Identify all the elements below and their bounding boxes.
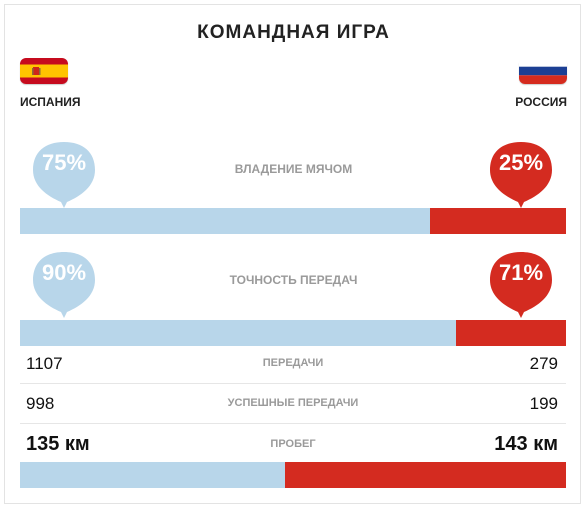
- possession-label: ВЛАДЕНИЕ МЯЧОМ: [234, 162, 353, 176]
- team-stats-card: [4, 4, 581, 504]
- page-title: КОМАНДНАЯ ИГРА: [197, 22, 390, 43]
- distance-bar: [20, 462, 566, 488]
- accuracy-bubble-right: 71%: [488, 250, 554, 320]
- possession-bar-left: [20, 208, 430, 234]
- distance-right: 143 км: [494, 433, 558, 455]
- divider: [20, 383, 566, 384]
- accuracy-bubble-left: 90%: [31, 250, 97, 320]
- successful-passes-left: 998: [26, 394, 55, 413]
- passes-label: ПЕРЕДАЧИ: [262, 357, 324, 369]
- distance-label: ПРОБЕГ: [270, 438, 316, 450]
- distance-row: 135 км ПРОБЕГ 143 км: [20, 430, 566, 460]
- accuracy-label: ТОЧНОСТЬ ПЕРЕДАЧ: [229, 273, 358, 287]
- distance-bar-right: [285, 462, 566, 488]
- distance-left: 135 км: [26, 433, 90, 455]
- possession-bubble-left: 75%: [31, 140, 97, 210]
- team-name-left: ИСПАНИЯ: [20, 95, 81, 109]
- team-name-right: РОССИЯ: [515, 95, 567, 109]
- successful-passes-right: 199: [529, 394, 558, 413]
- spain-flag: [20, 58, 68, 84]
- passes-row: 1107 ПЕРЕДАЧИ 279: [20, 349, 566, 379]
- possession-pct-right: 25%: [498, 150, 544, 175]
- successful-passes-label: УСПЕШНЫЕ ПЕРЕДАЧИ: [227, 397, 359, 409]
- accuracy-bar-right: [456, 320, 566, 346]
- accuracy-pct-left: 90%: [41, 260, 87, 285]
- passes-left: 1107: [26, 354, 63, 373]
- divider: [20, 423, 566, 424]
- successful-passes-row: 998 УСПЕШНЫЕ ПЕРЕДАЧИ 199: [20, 389, 566, 419]
- possession-bar: [20, 208, 566, 234]
- accuracy-bar-left: [20, 320, 457, 346]
- distance-bar-left: [20, 462, 286, 488]
- russia-flag: [519, 58, 567, 84]
- accuracy-pct-right: 71%: [498, 260, 544, 285]
- accuracy-bar: [20, 320, 566, 346]
- possession-bubble-right: 25%: [488, 140, 554, 210]
- possession-pct-left: 75%: [41, 150, 87, 175]
- passes-right: 279: [529, 354, 558, 373]
- possession-bar-right: [429, 208, 566, 234]
